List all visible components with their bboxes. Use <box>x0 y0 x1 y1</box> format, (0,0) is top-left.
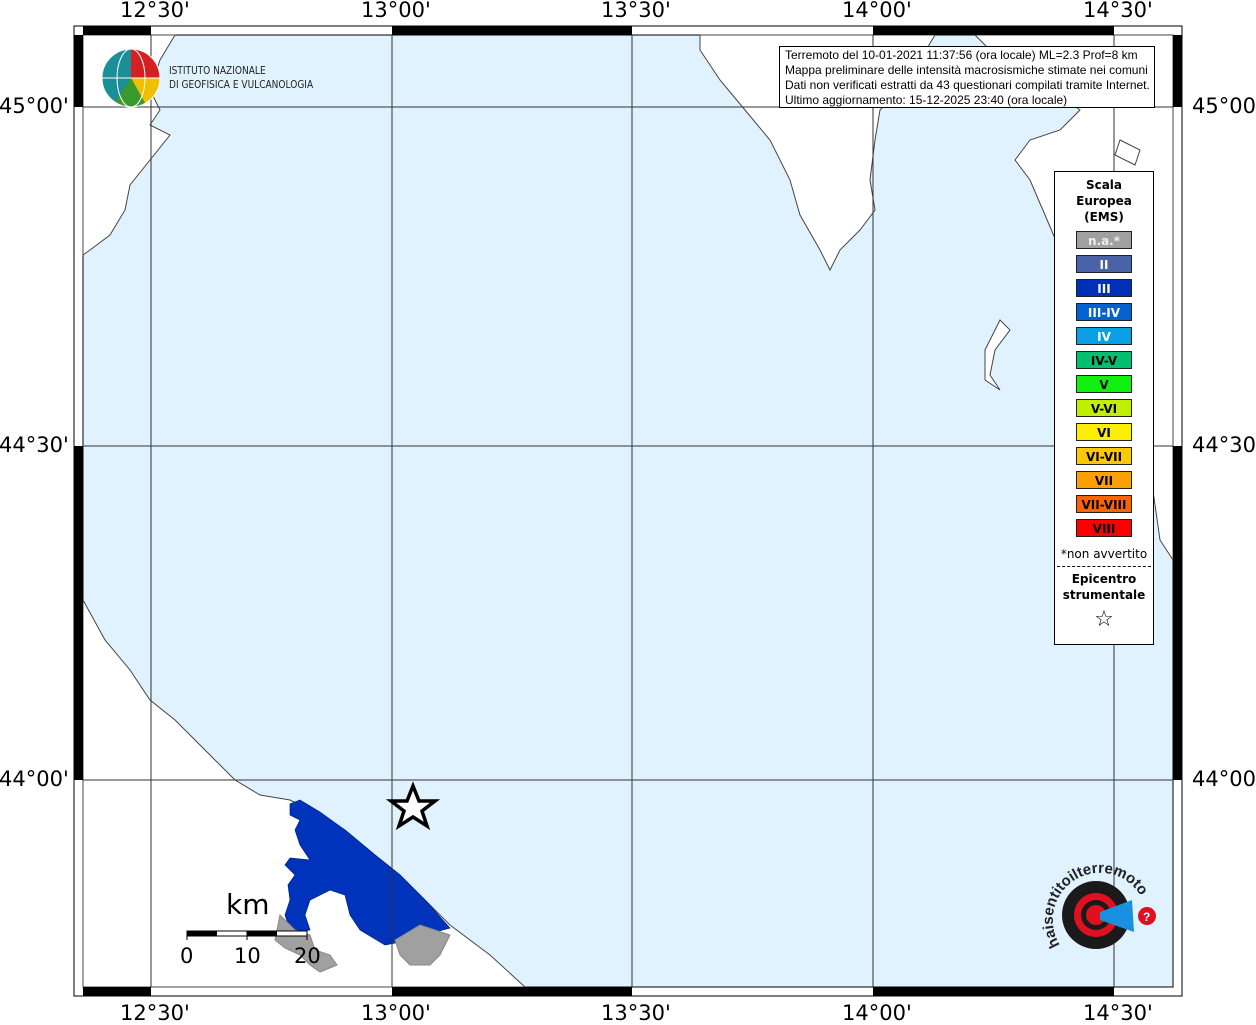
epicenter-legend-label: Epicentro strumentale <box>1055 571 1153 603</box>
star-icon: ☆ <box>1094 607 1114 632</box>
legend-swatch: n.a.* <box>1076 231 1132 249</box>
lon-label: 14°00' <box>842 0 912 22</box>
lon-label: 14°30' <box>1083 1001 1153 1025</box>
lon-label: 13°00' <box>361 0 431 22</box>
area-not-felt <box>394 924 451 966</box>
legend-swatch: VII-VIII <box>1076 495 1132 513</box>
lat-label: 44°30' <box>0 433 69 457</box>
ingv-logo-icon <box>101 48 161 108</box>
svg-text:?: ? <box>1143 910 1150 924</box>
lon-label: 13°30' <box>601 0 671 22</box>
event-info-box: Terremoto del 10-01-2021 11:37:56 (ora l… <box>779 46 1155 108</box>
lat-label: 44°00' <box>1192 767 1256 791</box>
info-line: Mappa preliminare delle intensità macros… <box>785 63 1148 77</box>
lon-label: 12°30' <box>120 1001 190 1025</box>
ems-legend: Scala Europea (EMS) n.a.* II III III-IV IV IV… <box>1054 171 1154 645</box>
legend-swatch: IV-V <box>1076 351 1132 369</box>
epicenter-line: strumentale <box>1062 588 1146 602</box>
map-frame <box>74 26 1182 996</box>
scale-label: 0 <box>180 944 194 968</box>
lon-label: 13°00' <box>361 1001 431 1025</box>
lon-label: 14°30' <box>1083 0 1153 22</box>
scale-bar <box>186 930 308 940</box>
legend-swatch: VI-VII <box>1076 447 1132 465</box>
legend-note: *non avvertito <box>1060 547 1148 561</box>
legend-title-line: Scala <box>1085 178 1123 192</box>
legend-title: Scala Europea (EMS) <box>1055 177 1153 225</box>
legend-swatch: V <box>1076 375 1132 393</box>
epicenter-line: Epicentro <box>1071 572 1137 586</box>
legend-swatch: VIII <box>1076 519 1132 537</box>
info-line: Dati non verificati estratti da 43 quest… <box>785 78 1150 92</box>
scale-unit: km <box>226 888 270 921</box>
ingv-line2: DI GEOFISICA E VULCANOLOGIA <box>169 78 314 91</box>
legend-swatch: VII <box>1076 471 1132 489</box>
legend-title-line: Europea <box>1076 194 1132 208</box>
legend-swatch: III-IV <box>1076 303 1132 321</box>
scale-label: 20 <box>294 944 321 968</box>
legend-title-line: (EMS) <box>1084 210 1124 224</box>
legend-swatch: VI <box>1076 423 1132 441</box>
scale-label: 10 <box>234 944 261 968</box>
legend-swatch: III <box>1076 279 1132 297</box>
ingv-line1: ISTITUTO NAZIONALE <box>169 64 266 77</box>
legend-swatch: II <box>1076 255 1132 273</box>
island <box>1114 139 1141 166</box>
lat-label: 44°30' <box>1192 433 1256 457</box>
area-intensity-iii <box>284 799 451 946</box>
lon-label: 12°30' <box>120 0 190 22</box>
epicenter-star-icon <box>385 781 441 831</box>
island <box>984 319 1011 391</box>
info-line: Ultimo aggiornamento: 15-12-2025 23:40 (… <box>785 93 1068 107</box>
legend-swatch: V-VI <box>1076 399 1132 417</box>
lat-label: 45°00' <box>0 94 69 118</box>
lon-label: 14°00' <box>842 1001 912 1025</box>
lat-label: 44°00' <box>0 767 69 791</box>
ingv-logo-text: ISTITUTO NAZIONALE DI GEOFISICA E VULCAN… <box>169 64 313 92</box>
lon-label: 13°30' <box>601 1001 671 1025</box>
legend-divider <box>1057 566 1151 567</box>
legend-swatch: IV <box>1076 327 1132 345</box>
info-line: Terremoto del 10-01-2021 11:37:56 (ora l… <box>785 48 1138 62</box>
lat-label: 45°00' <box>1192 94 1256 118</box>
